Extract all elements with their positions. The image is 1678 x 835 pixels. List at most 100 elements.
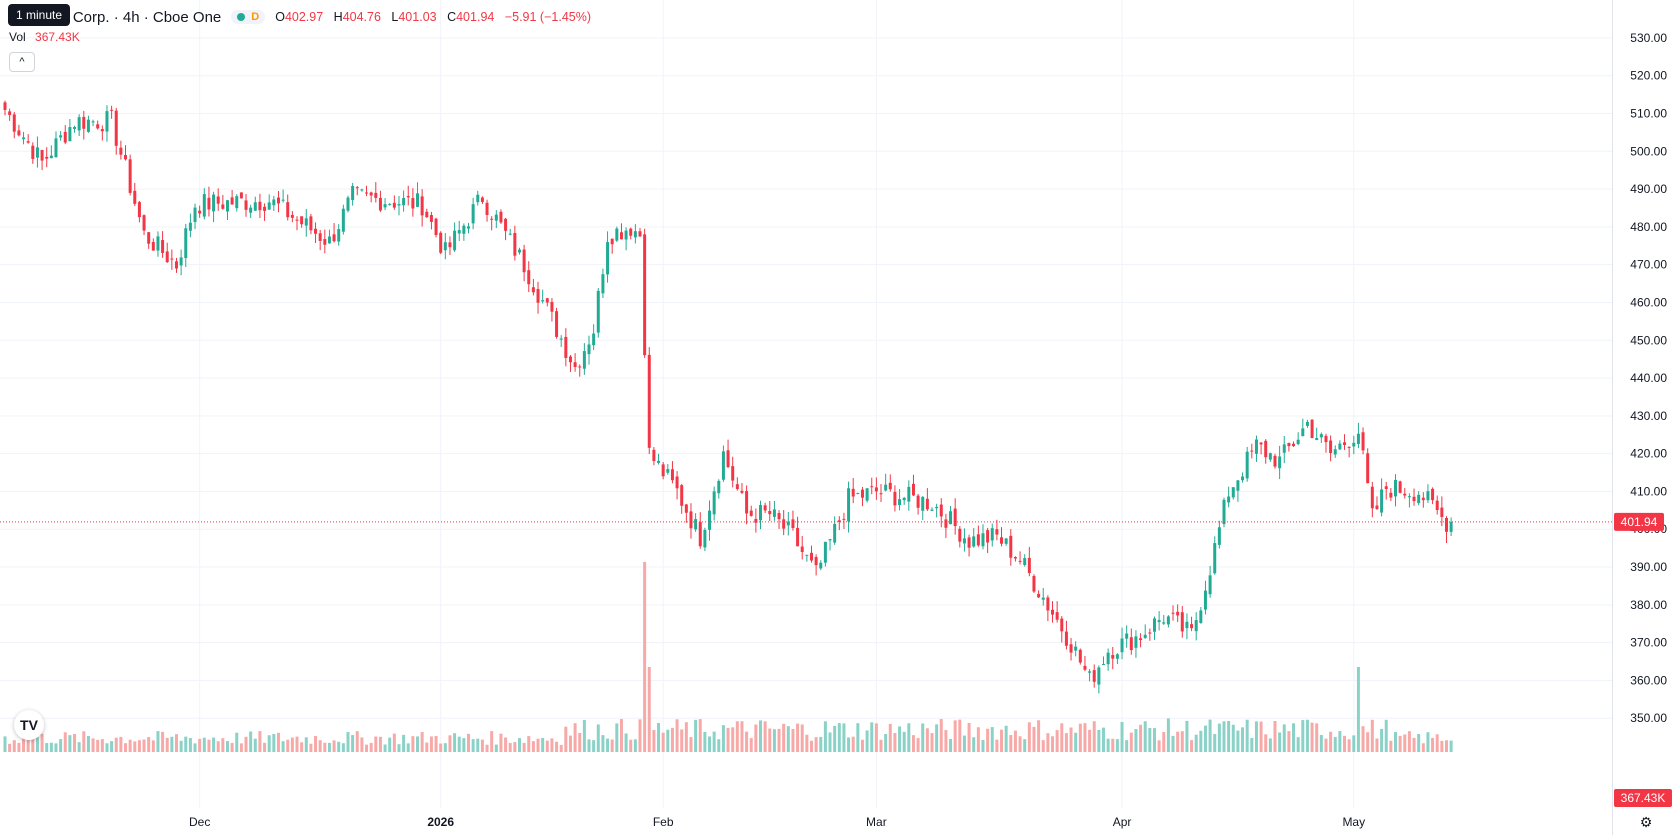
volume-bar xyxy=(1259,721,1263,752)
volume-bar xyxy=(26,740,30,752)
candle-body xyxy=(383,204,387,208)
candle-body xyxy=(1000,537,1004,544)
candle-body xyxy=(323,239,327,245)
volume-bar xyxy=(981,740,985,752)
volume-bar xyxy=(990,727,994,752)
volume-bar xyxy=(1041,740,1045,752)
candle-body xyxy=(1152,618,1156,632)
candle-body xyxy=(657,460,661,463)
candle-body xyxy=(133,190,137,204)
candle-body xyxy=(165,251,169,263)
volume-bar xyxy=(823,721,827,752)
volume-bar xyxy=(1213,733,1217,752)
volume-bar xyxy=(657,722,661,752)
low-label: L xyxy=(391,10,399,24)
candle-body xyxy=(1134,636,1138,648)
candle-body xyxy=(856,493,860,495)
volume-bar xyxy=(777,728,781,752)
volume-bar xyxy=(161,731,165,752)
volume-bar xyxy=(1074,732,1078,752)
volume-bar xyxy=(907,723,911,752)
time-tick-label: May xyxy=(1342,815,1365,829)
tradingview-logo-icon[interactable]: TV xyxy=(14,710,44,740)
volume-bar xyxy=(680,729,684,752)
volume-bar xyxy=(249,731,253,752)
candle-body xyxy=(96,124,100,129)
candle-body xyxy=(1343,442,1347,445)
candle-body xyxy=(944,519,948,528)
volume-bar xyxy=(1134,729,1138,752)
volume-bar xyxy=(962,735,966,752)
candle-body xyxy=(207,197,211,210)
candle-body xyxy=(508,233,512,235)
candle-body xyxy=(1222,499,1226,525)
candle-body xyxy=(476,194,480,203)
candle-body xyxy=(972,536,976,547)
candle-body xyxy=(12,114,16,132)
candle-body xyxy=(1051,609,1055,615)
candle-body xyxy=(253,202,257,211)
symbol-title[interactable]: oft Corp. · 4h · Cboe One xyxy=(52,8,222,26)
price-tick-label: 510.00 xyxy=(1630,106,1667,120)
volume-bar xyxy=(578,733,582,752)
volume-legend: Vol 367.43K xyxy=(9,30,80,44)
candle-body xyxy=(188,222,192,231)
volume-bar xyxy=(448,735,452,752)
candle-body xyxy=(22,137,26,140)
candle-body xyxy=(114,110,118,146)
candle-body xyxy=(309,216,313,231)
open-value: 402.97 xyxy=(284,10,324,24)
candle-body xyxy=(740,490,744,493)
data-badge: D xyxy=(251,11,260,23)
volume-bar xyxy=(791,728,795,752)
volume-bar xyxy=(35,737,39,752)
volume-bar xyxy=(1356,667,1360,752)
candle-body xyxy=(1176,611,1180,616)
candle-body xyxy=(643,234,647,356)
candle-body xyxy=(1083,665,1087,670)
volume-bar xyxy=(772,729,776,752)
candle-body xyxy=(828,539,832,541)
candle-body xyxy=(823,541,827,563)
candle-body xyxy=(1394,479,1397,497)
candle-body xyxy=(142,215,146,231)
candle-body xyxy=(541,300,545,302)
settings-gear-icon[interactable]: ⚙ xyxy=(1639,813,1653,830)
volume-bar xyxy=(740,721,744,752)
price-tick-label: 350.00 xyxy=(1630,711,1667,725)
volume-bar xyxy=(1338,731,1342,752)
candle-body xyxy=(304,218,308,226)
volume-bar xyxy=(1370,719,1374,752)
volume-bar xyxy=(670,727,674,752)
candle-body xyxy=(1398,481,1402,493)
volume-bar xyxy=(300,742,304,752)
volume-bar xyxy=(1185,720,1189,752)
time-axis[interactable]: Dec 2026 Feb Mar Apr May xyxy=(189,815,1365,829)
volume-bar xyxy=(351,735,355,752)
collapse-legend-button[interactable]: ^ xyxy=(9,52,35,72)
time-tick-label: Dec xyxy=(189,815,210,829)
market-status-pill[interactable]: D xyxy=(231,10,266,24)
volume-bar xyxy=(443,743,447,752)
volume-bar xyxy=(694,719,698,752)
volume-bar xyxy=(606,738,610,752)
price-axis[interactable]: 350.00360.00370.00380.00390.00400.00410.… xyxy=(1630,31,1667,725)
volume-bar xyxy=(809,740,813,752)
price-tick-label: 500.00 xyxy=(1630,144,1667,158)
candle-body xyxy=(281,199,285,201)
candle-body xyxy=(1023,558,1027,565)
volume-bar xyxy=(73,734,77,752)
change-value: −5.91 (−1.45%) xyxy=(504,10,591,24)
volume-bar xyxy=(1389,740,1393,752)
candle-body xyxy=(374,192,378,198)
volume-bar xyxy=(1421,743,1425,752)
candle-body xyxy=(1236,480,1240,491)
volume-bar xyxy=(1343,735,1347,752)
volume-bar xyxy=(1426,732,1430,752)
candle-body xyxy=(471,204,475,224)
candle-body xyxy=(976,534,980,546)
volume-bar xyxy=(147,737,151,752)
volume-bar xyxy=(133,741,137,752)
volume-bar xyxy=(1162,731,1166,752)
